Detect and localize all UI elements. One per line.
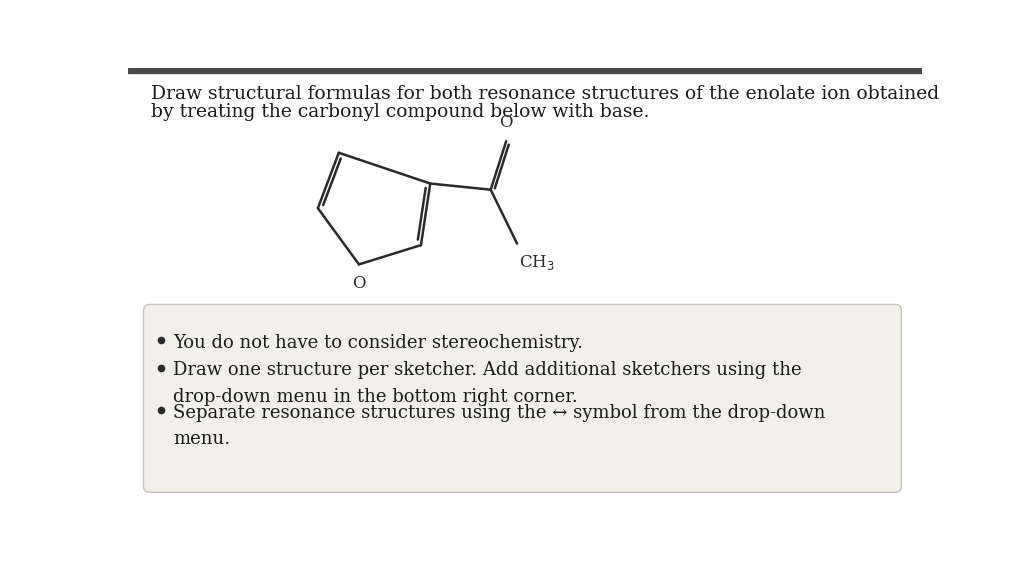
Text: by treating the carbonyl compound below with base.: by treating the carbonyl compound below …	[152, 103, 649, 121]
Text: Draw structural formulas for both resonance structures of the enolate ion obtain: Draw structural formulas for both resona…	[152, 85, 939, 103]
Text: O: O	[352, 275, 366, 292]
Text: You do not have to consider stereochemistry.: You do not have to consider stereochemis…	[173, 334, 583, 352]
Bar	[128, 68, 922, 73]
Text: Separate resonance structures using the ↔ symbol from the drop-down
menu.: Separate resonance structures using the …	[173, 404, 825, 448]
FancyBboxPatch shape	[143, 304, 901, 492]
Text: CH$_3$: CH$_3$	[519, 253, 555, 272]
Text: O: O	[500, 114, 513, 131]
Text: Draw one structure per sketcher. Add additional sketchers using the
drop-down me: Draw one structure per sketcher. Add add…	[173, 361, 802, 406]
